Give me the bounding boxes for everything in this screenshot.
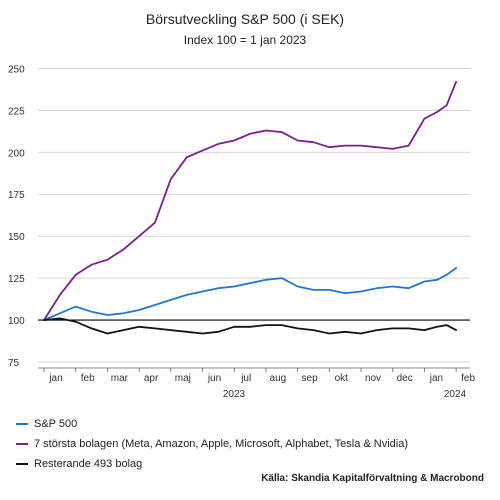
series-line-0 — [43, 267, 458, 322]
legend-swatch-rest — [16, 463, 28, 465]
y-tick-label-250: 250 — [8, 64, 25, 75]
x-tick-label-8: sep — [302, 373, 319, 384]
y-tick-label-200: 200 — [8, 148, 25, 159]
legend-swatch-top7 — [16, 443, 28, 445]
legend-item-rest: Resterande 493 bolag — [16, 454, 408, 474]
y-tick-label-125: 125 — [8, 274, 25, 285]
x-tick-label-3: apr — [144, 373, 159, 384]
legend-item-top7: 7 största bolagen (Meta, Amazon, Apple, … — [16, 434, 408, 454]
legend: S&P 500 7 största bolagen (Meta, Amazon,… — [16, 414, 408, 474]
x-tick-label-6: jul — [240, 373, 251, 384]
x-year-label-2023: 2023 — [223, 389, 246, 400]
x-year-label-2024: 2024 — [444, 389, 467, 400]
x-tick-label-12: jan — [429, 373, 443, 384]
x-tick-label-5: jun — [207, 373, 221, 384]
axis-labels: 75 100 125 150 175 200 225 250 jan feb mar apr maj ju… — [8, 64, 475, 400]
chart-subtitle: Index 100 = 1 jan 2023 — [184, 33, 307, 47]
legend-label-top7: 7 största bolagen (Meta, Amazon, Apple, … — [34, 438, 408, 450]
x-tick-label-4: maj — [175, 373, 191, 384]
x-tick-label-9: okt — [335, 373, 349, 384]
grid-lines — [38, 67, 470, 363]
legend-swatch-sp500 — [16, 423, 28, 425]
x-tick-label-0: jan — [48, 373, 62, 384]
x-tick-label-1: feb — [81, 373, 95, 384]
x-tick-label-2: mar — [111, 373, 129, 384]
y-tick-label-150: 150 — [8, 232, 25, 243]
legend-label-sp500: S&P 500 — [34, 418, 78, 430]
x-tick-label-10: nov — [365, 373, 381, 384]
x-tick-label-11: dec — [397, 373, 413, 384]
y-tick-label-100: 100 — [8, 316, 25, 327]
x-tick-label-13: feb — [461, 373, 475, 384]
source-note: Källa: Skandia Kapitalförvaltning & Macr… — [261, 473, 484, 484]
y-tick-label-175: 175 — [8, 190, 25, 201]
y-tick-label-225: 225 — [8, 106, 25, 117]
legend-label-rest: Resterande 493 bolag — [34, 458, 143, 470]
x-tick-label-7: aug — [270, 373, 287, 384]
chart-title: Börsutveckling S&P 500 (i SEK) — [146, 11, 344, 27]
series-lines — [43, 80, 458, 335]
series-line-2 — [43, 317, 458, 335]
y-tick-label-75: 75 — [8, 358, 20, 369]
legend-item-sp500: S&P 500 — [16, 414, 408, 434]
series-line-1 — [43, 80, 458, 322]
